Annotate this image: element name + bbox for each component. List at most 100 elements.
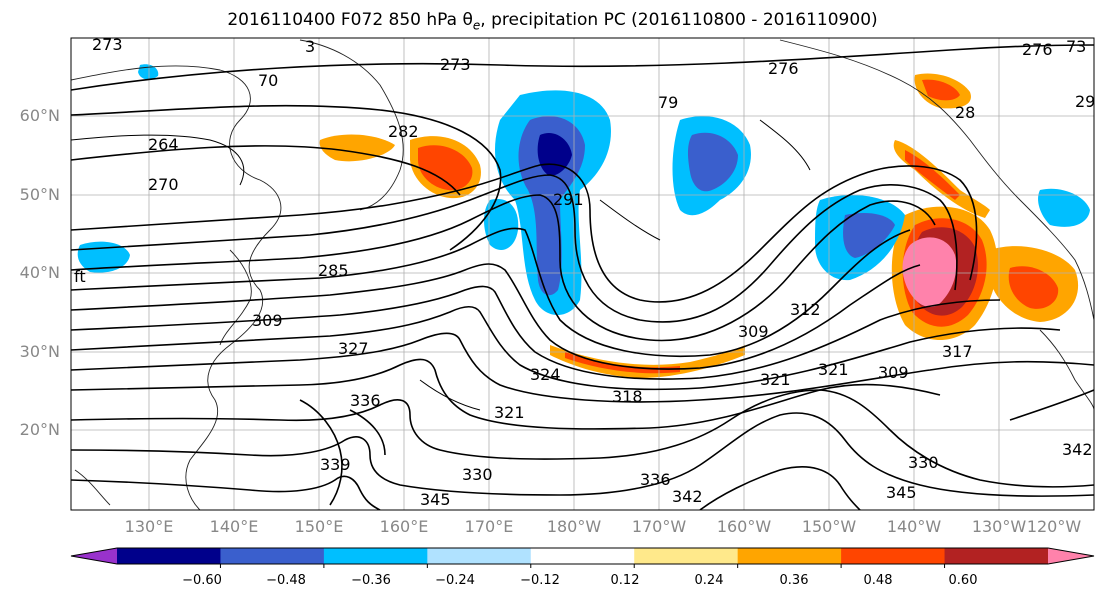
contour-label: 273 bbox=[440, 55, 471, 74]
colorbar-tick-label: 0.60 bbox=[948, 573, 978, 588]
contour-label: 291 bbox=[553, 190, 584, 209]
contour-label: 345 bbox=[420, 490, 451, 509]
contour-label: 317 bbox=[942, 342, 973, 361]
precip-shading bbox=[77, 64, 1090, 378]
colorbar-segment bbox=[323, 548, 428, 564]
positive-anomaly-region bbox=[1008, 266, 1059, 309]
positive-anomaly-region bbox=[902, 237, 957, 308]
graticule bbox=[71, 38, 1094, 510]
contour-label: 309 bbox=[738, 322, 769, 341]
contour-label: 324 bbox=[530, 365, 561, 384]
contour-label: 342 bbox=[672, 487, 703, 506]
contour-label: 321 bbox=[494, 403, 525, 422]
title-symbol: θ bbox=[462, 10, 473, 30]
lon-label-180w: 180°W bbox=[546, 517, 602, 536]
colorbar-segment bbox=[117, 548, 221, 564]
contour-label: 309 bbox=[252, 311, 283, 330]
contour-label: 336 bbox=[640, 470, 671, 489]
colorbar-segments bbox=[71, 548, 1094, 564]
positive-anomaly-region bbox=[550, 345, 745, 378]
positive-anomaly-region bbox=[905, 150, 960, 200]
colorbar-tick-label: −0.48 bbox=[266, 573, 306, 588]
negative-anomaly-region bbox=[843, 213, 895, 258]
contour-label: 70 bbox=[258, 71, 278, 90]
colorbar-tick-label: −0.60 bbox=[182, 573, 222, 588]
colorbar-segment bbox=[841, 548, 946, 564]
colorbar-tick-label: −0.36 bbox=[351, 573, 391, 588]
contour-label: 28 bbox=[955, 103, 975, 122]
lon-label-160w: 160°W bbox=[716, 517, 772, 536]
theta-e-contours bbox=[71, 44, 1094, 510]
positive-anomaly-region bbox=[319, 134, 395, 162]
lon-label-120w: 120°W bbox=[1026, 517, 1082, 536]
colorbar-ticks bbox=[219, 564, 946, 568]
contour-label-layer: 273 273 3 70 273 276 276 73 29 264 270 2… bbox=[74, 35, 1095, 509]
contour-label: 336 bbox=[350, 391, 381, 410]
contour-label: 276 bbox=[1022, 40, 1053, 59]
contour-label: 339 bbox=[320, 455, 351, 474]
contour-label: 29 bbox=[1075, 92, 1095, 111]
contour-label: 273 bbox=[92, 35, 123, 54]
map-panel: 273 273 3 70 273 276 276 73 29 264 270 2… bbox=[70, 35, 1095, 511]
lon-label-150e: 150°E bbox=[294, 517, 344, 536]
colorbar-tick-label: −0.24 bbox=[435, 573, 475, 588]
secondary-contours bbox=[71, 119, 811, 411]
colorbar-tick-label: 0.36 bbox=[779, 573, 809, 588]
contour-label: 345 bbox=[886, 483, 917, 502]
negative-anomaly-region bbox=[484, 199, 519, 250]
contour-label: 321 bbox=[760, 370, 791, 389]
negative-anomaly-region bbox=[1038, 188, 1090, 227]
lon-label-160e: 160°E bbox=[379, 517, 429, 536]
contour-label: 264 bbox=[148, 135, 179, 154]
lon-label-150w: 150°W bbox=[801, 517, 857, 536]
colorbar-segment bbox=[737, 548, 842, 564]
contour-label: 79 bbox=[658, 93, 678, 112]
lat-label-40n: 40°N bbox=[19, 263, 60, 282]
colorbar-tick-label: −0.12 bbox=[520, 573, 560, 588]
colorbar-segment bbox=[944, 548, 1049, 564]
lon-label-170w: 170°W bbox=[631, 517, 687, 536]
colorbar-segment bbox=[427, 548, 532, 564]
title-subscript: e bbox=[472, 18, 481, 33]
contour-label: 318 bbox=[612, 387, 643, 406]
map-title: 2016110400 F072 850 hPa θe, precipitatio… bbox=[0, 10, 1105, 32]
contour-label: 270 bbox=[148, 175, 179, 194]
positive-anomaly-region bbox=[922, 79, 960, 101]
contour-label: 276 bbox=[768, 59, 799, 78]
contour-label: 330 bbox=[462, 465, 493, 484]
colorbar-segment bbox=[530, 548, 635, 564]
contour-label: 282 bbox=[388, 122, 419, 141]
colorbar-tick-label: 0.12 bbox=[610, 573, 640, 588]
map-frame bbox=[70, 37, 1095, 511]
colorbar-extend-max bbox=[1048, 548, 1094, 564]
lon-label-170e: 170°E bbox=[464, 517, 514, 536]
lat-label-20n: 20°N bbox=[19, 420, 60, 439]
colorbar-tick-label: 0.24 bbox=[694, 573, 724, 588]
title-suffix: , precipitation PC (2016110800 - 2016110… bbox=[480, 10, 878, 30]
lon-label-130e: 130°E bbox=[124, 517, 174, 536]
contour-label: 321 bbox=[818, 360, 849, 379]
lat-label-50n: 50°N bbox=[19, 185, 60, 204]
contour-label: 312 bbox=[790, 300, 821, 319]
contour-label: 285 bbox=[318, 261, 349, 280]
lat-label-60n: 60°N bbox=[19, 106, 60, 125]
lat-label-30n: 30°N bbox=[19, 342, 60, 361]
colorbar-tick-label: 0.48 bbox=[863, 573, 893, 588]
colorbar-segment bbox=[220, 548, 325, 564]
colorbar-outline bbox=[70, 547, 1095, 565]
contour-label: 330 bbox=[908, 453, 939, 472]
contour-label: 327 bbox=[338, 339, 369, 358]
colorbar-segment bbox=[634, 548, 739, 564]
colorbar-extend-min bbox=[71, 548, 117, 564]
contour-label: 73 bbox=[1066, 37, 1086, 56]
lon-label-140e: 140°E bbox=[209, 517, 259, 536]
contour-label: 3 bbox=[305, 37, 315, 56]
contour-label: 342 bbox=[1062, 440, 1093, 459]
title-prefix: 2016110400 F072 850 hPa bbox=[227, 10, 463, 30]
lon-label-140w: 140°W bbox=[886, 517, 942, 536]
negative-anomaly-region bbox=[688, 132, 738, 192]
lon-label-130w: 130°W bbox=[971, 517, 1027, 536]
contour-label: 309 bbox=[878, 363, 909, 382]
positive-anomaly-region bbox=[418, 145, 473, 191]
contour-label: ft bbox=[74, 267, 86, 286]
